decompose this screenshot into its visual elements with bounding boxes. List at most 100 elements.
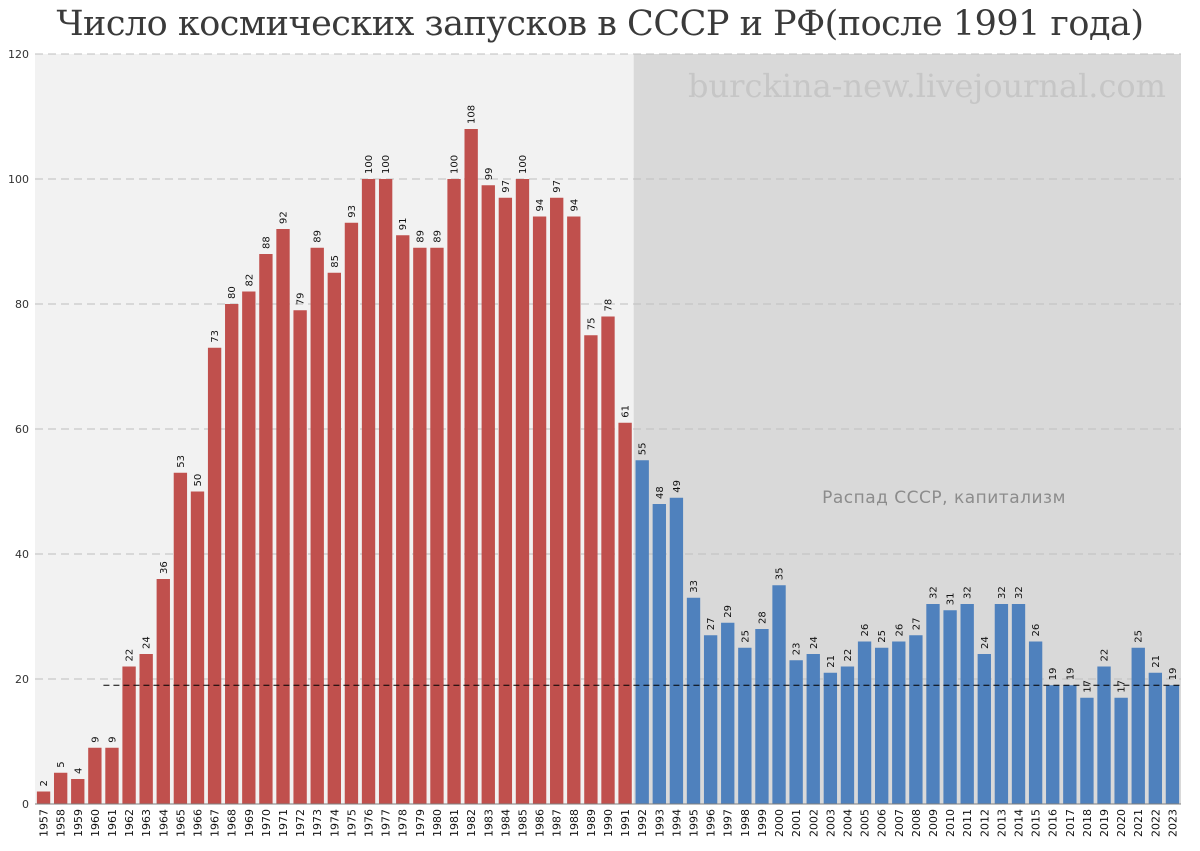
year-label-2002: 2002 <box>807 809 820 837</box>
value-label-1978: 91 <box>398 218 409 231</box>
value-label-2022: 21 <box>1151 655 1162 668</box>
bar-1971 <box>276 229 290 804</box>
value-label-1992: 55 <box>638 443 649 456</box>
value-label-1963: 24 <box>142 636 153 649</box>
year-label-1960: 1960 <box>89 809 102 837</box>
bar-1980 <box>430 247 444 804</box>
bar-2016 <box>1046 685 1060 804</box>
year-label-1970: 1970 <box>260 809 273 837</box>
value-label-1990: 78 <box>604 299 615 312</box>
year-label-1980: 1980 <box>431 809 444 837</box>
bar-2006 <box>875 647 889 804</box>
bar-1959 <box>71 779 85 804</box>
year-label-1969: 1969 <box>243 809 256 837</box>
year-label-2014: 2014 <box>1013 809 1026 837</box>
year-label-2018: 2018 <box>1081 809 1094 837</box>
value-label-1960: 9 <box>90 736 101 742</box>
year-label-1985: 1985 <box>516 809 529 837</box>
value-label-2007: 26 <box>894 624 905 637</box>
year-label-2003: 2003 <box>824 809 837 837</box>
year-label-1993: 1993 <box>653 809 666 837</box>
value-label-2020: 17 <box>1117 680 1128 693</box>
value-label-1969: 82 <box>244 274 255 287</box>
y-tick-label: 0 <box>22 798 29 811</box>
y-tick-label: 80 <box>15 298 29 311</box>
bar-2007 <box>892 641 906 804</box>
year-label-1967: 1967 <box>209 809 222 837</box>
value-label-1984: 97 <box>501 180 512 193</box>
year-label-1983: 1983 <box>482 809 495 837</box>
year-label-2000: 2000 <box>773 809 786 837</box>
year-label-1963: 1963 <box>140 809 153 837</box>
value-label-2002: 24 <box>809 636 820 649</box>
value-label-1972: 79 <box>296 293 307 306</box>
value-label-2006: 25 <box>877 630 888 643</box>
bar-2012 <box>977 654 991 804</box>
year-label-2006: 2006 <box>876 809 889 837</box>
bar-2018 <box>1080 697 1094 804</box>
value-label-2019: 22 <box>1100 649 1111 662</box>
value-label-2021: 25 <box>1134 630 1145 643</box>
bar-2019 <box>1097 666 1111 804</box>
year-label-1988: 1988 <box>568 809 581 837</box>
year-label-1992: 1992 <box>636 809 649 837</box>
bar-1984 <box>498 197 513 804</box>
bar-2022 <box>1148 672 1163 804</box>
bar-1978 <box>396 235 410 804</box>
value-label-1962: 22 <box>125 649 136 662</box>
bar-1975 <box>344 222 359 804</box>
bar-1992 <box>635 460 649 804</box>
value-label-1970: 88 <box>261 236 272 249</box>
bar-1982 <box>464 129 478 804</box>
bar-2017 <box>1063 685 1077 804</box>
value-label-1999: 28 <box>757 611 768 624</box>
year-label-2017: 2017 <box>1064 809 1077 837</box>
bar-1973 <box>310 247 324 804</box>
bar-2002 <box>806 654 820 804</box>
value-label-1976: 100 <box>364 155 375 174</box>
year-label-1962: 1962 <box>123 809 136 837</box>
year-label-1984: 1984 <box>499 809 512 837</box>
value-label-2018: 17 <box>1082 680 1093 693</box>
year-label-2010: 2010 <box>944 809 957 837</box>
year-label-2005: 2005 <box>859 809 872 837</box>
bar-1991 <box>618 422 632 804</box>
bar-1963 <box>139 654 153 804</box>
bar-2001 <box>789 660 803 804</box>
value-label-1983: 99 <box>484 168 495 181</box>
bar-1974 <box>327 272 341 804</box>
page-title: Число космических запусков в СССР и РФ(п… <box>56 4 1144 44</box>
watermark: burckina-new.livejournal.com <box>688 67 1166 105</box>
bar-1997 <box>721 622 735 804</box>
year-label-2008: 2008 <box>910 809 923 837</box>
y-tick-label: 120 <box>8 48 29 61</box>
value-label-1966: 50 <box>193 474 204 487</box>
value-label-2012: 24 <box>980 636 991 649</box>
y-tick-label: 60 <box>15 423 29 436</box>
bar-2004 <box>840 666 855 804</box>
bar-1994 <box>669 497 684 804</box>
year-label-1990: 1990 <box>602 809 615 837</box>
year-label-2009: 2009 <box>927 809 940 837</box>
year-label-1977: 1977 <box>380 809 393 837</box>
year-label-2007: 2007 <box>893 809 906 837</box>
year-label-2016: 2016 <box>1047 809 1060 837</box>
bar-2010 <box>943 610 957 804</box>
value-label-2001: 23 <box>792 643 803 656</box>
bar-2011 <box>960 604 974 804</box>
value-label-1965: 53 <box>176 455 187 468</box>
year-label-1972: 1972 <box>294 809 307 837</box>
y-tick-label: 100 <box>8 173 29 186</box>
bar-2009 <box>926 604 940 804</box>
value-label-2009: 32 <box>928 586 939 599</box>
year-label-1959: 1959 <box>72 809 85 837</box>
year-label-1975: 1975 <box>345 809 358 837</box>
y-tick-label: 20 <box>15 673 29 686</box>
value-label-1995: 33 <box>689 580 700 593</box>
year-label-1995: 1995 <box>688 809 701 837</box>
y-tick-label: 40 <box>15 548 29 561</box>
annotation-label: Распад СССР, капитализм <box>822 488 1066 508</box>
bar-1987 <box>550 197 564 804</box>
bar-1958 <box>53 772 68 804</box>
bar-1968 <box>225 304 239 804</box>
